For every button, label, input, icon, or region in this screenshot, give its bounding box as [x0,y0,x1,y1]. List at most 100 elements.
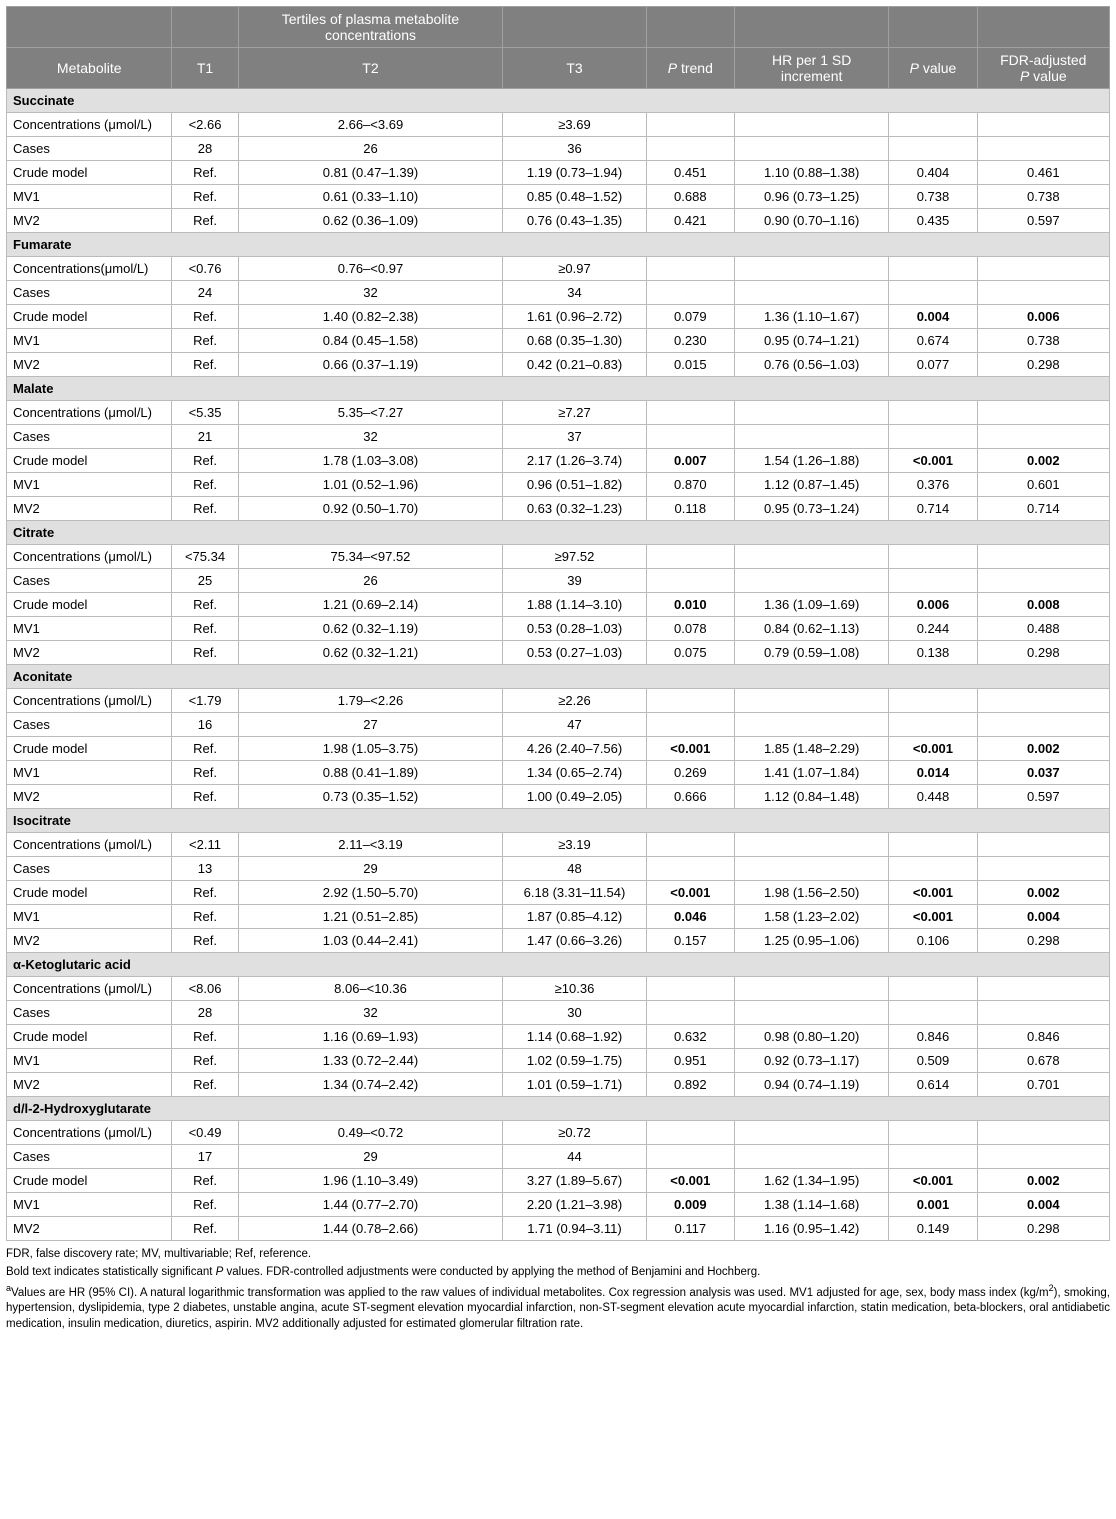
table-cell: 29 [238,1145,503,1169]
table-cell [646,569,734,593]
table-cell: 1.21 (0.69–2.14) [238,593,503,617]
col-header: T3 [503,48,646,89]
table-row: Crude modelRef.1.21 (0.69–2.14)1.88 (1.1… [7,593,1110,617]
section-title: Fumarate [7,233,1110,257]
table-cell: Cases [7,713,172,737]
table-cell: Concentrations (μmol/L) [7,977,172,1001]
table-cell: 0.73 (0.35–1.52) [238,785,503,809]
table-cell: 26 [238,137,503,161]
table-body: SuccinateConcentrations (μmol/L)<2.662.6… [7,89,1110,1241]
table-cell: Concentrations (μmol/L) [7,113,172,137]
table-cell: Ref. [172,737,238,761]
table-cell [734,401,888,425]
table-cell [646,689,734,713]
table-cell: 75.34–<97.52 [238,545,503,569]
table-cell [889,1001,977,1025]
table-cell: 0.94 (0.74–1.19) [734,1073,888,1097]
table-cell: 47 [503,713,646,737]
table-cell [977,1121,1109,1145]
table-cell: 0.68 (0.35–1.30) [503,329,646,353]
table-cell: 26 [238,569,503,593]
table-cell: MV1 [7,617,172,641]
table-cell: 0.870 [646,473,734,497]
table-cell: 1.36 (1.09–1.69) [734,593,888,617]
table-cell: Ref. [172,785,238,809]
table-row: Concentrations (μmol/L)<1.791.79–<2.26≥2… [7,689,1110,713]
table-cell: 1.71 (0.94–3.11) [503,1217,646,1241]
table-cell: 48 [503,857,646,881]
table-cell: MV1 [7,329,172,353]
table-cell: 0.96 (0.73–1.25) [734,185,888,209]
table-cell: 0.077 [889,353,977,377]
table-cell: 0.376 [889,473,977,497]
metabolite-table: Tertiles of plasma metabolite concentrat… [6,6,1110,1241]
table-cell: 0.075 [646,641,734,665]
table-cell: 1.62 (1.34–1.95) [734,1169,888,1193]
table-cell: 0.001 [889,1193,977,1217]
table-cell: 0.404 [889,161,977,185]
table-cell: 32 [238,281,503,305]
table-cell: 0.84 (0.62–1.13) [734,617,888,641]
table-cell [646,1001,734,1025]
table-cell: 37 [503,425,646,449]
footnote-methods: aValues are HR (95% CI). A natural logar… [6,1282,1110,1332]
table-cell: 2.11–<3.19 [238,833,503,857]
table-cell: 28 [172,1001,238,1025]
super-header: Tertiles of plasma metabolite concentrat… [238,7,503,48]
table-cell [646,1145,734,1169]
table-cell: 0.632 [646,1025,734,1049]
table-cell: <2.66 [172,113,238,137]
table-cell: 0.846 [977,1025,1109,1049]
table-cell: <0.001 [889,1169,977,1193]
col-header: T1 [172,48,238,89]
table-cell [977,425,1109,449]
table-cell: 2.17 (1.26–3.74) [503,449,646,473]
table-row: MV1Ref.1.33 (0.72–2.44)1.02 (0.59–1.75)0… [7,1049,1110,1073]
table-cell [646,281,734,305]
table-cell: 1.98 (1.56–2.50) [734,881,888,905]
table-cell: Ref. [172,641,238,665]
table-cell: MV2 [7,353,172,377]
table-cell: 3.27 (1.89–5.67) [503,1169,646,1193]
table-cell [889,545,977,569]
table-row: MV2Ref.1.03 (0.44–2.41)1.47 (0.66–3.26)0… [7,929,1110,953]
table-cell: 0.004 [977,1193,1109,1217]
table-cell: 0.738 [977,329,1109,353]
table-cell: ≥2.26 [503,689,646,713]
table-cell: Ref. [172,1025,238,1049]
table-cell: 0.53 (0.28–1.03) [503,617,646,641]
table-row: Concentrations (μmol/L)<75.3475.34–<97.5… [7,545,1110,569]
table-cell [734,689,888,713]
table-cell: <0.001 [889,881,977,905]
table-cell: 0.008 [977,593,1109,617]
table-row: Concentrations (μmol/L)<0.490.49–<0.72≥0… [7,1121,1110,1145]
table-cell [889,257,977,281]
table-cell: 0.846 [889,1025,977,1049]
section-title: Malate [7,377,1110,401]
table-cell: 0.701 [977,1073,1109,1097]
table-cell: 0.006 [977,305,1109,329]
section-title: Aconitate [7,665,1110,689]
table-cell: 0.007 [646,449,734,473]
table-cell: 0.009 [646,1193,734,1217]
table-cell: 0.84 (0.45–1.58) [238,329,503,353]
table-cell: 0.597 [977,209,1109,233]
table-cell: 1.25 (0.95–1.06) [734,929,888,953]
table-cell: 1.38 (1.14–1.68) [734,1193,888,1217]
table-cell: 0.451 [646,161,734,185]
table-cell: 0.85 (0.48–1.52) [503,185,646,209]
table-cell: 0.078 [646,617,734,641]
table-cell: 1.02 (0.59–1.75) [503,1049,646,1073]
table-cell: 1.21 (0.51–2.85) [238,905,503,929]
table-cell [977,833,1109,857]
table-cell: Ref. [172,617,238,641]
table-cell [977,113,1109,137]
table-cell: <1.79 [172,689,238,713]
section-header: Citrate [7,521,1110,545]
col-header: P value [889,48,977,89]
table-cell [734,257,888,281]
table-cell: Cases [7,569,172,593]
table-cell [977,689,1109,713]
table-cell [734,113,888,137]
table-cell: 0.118 [646,497,734,521]
